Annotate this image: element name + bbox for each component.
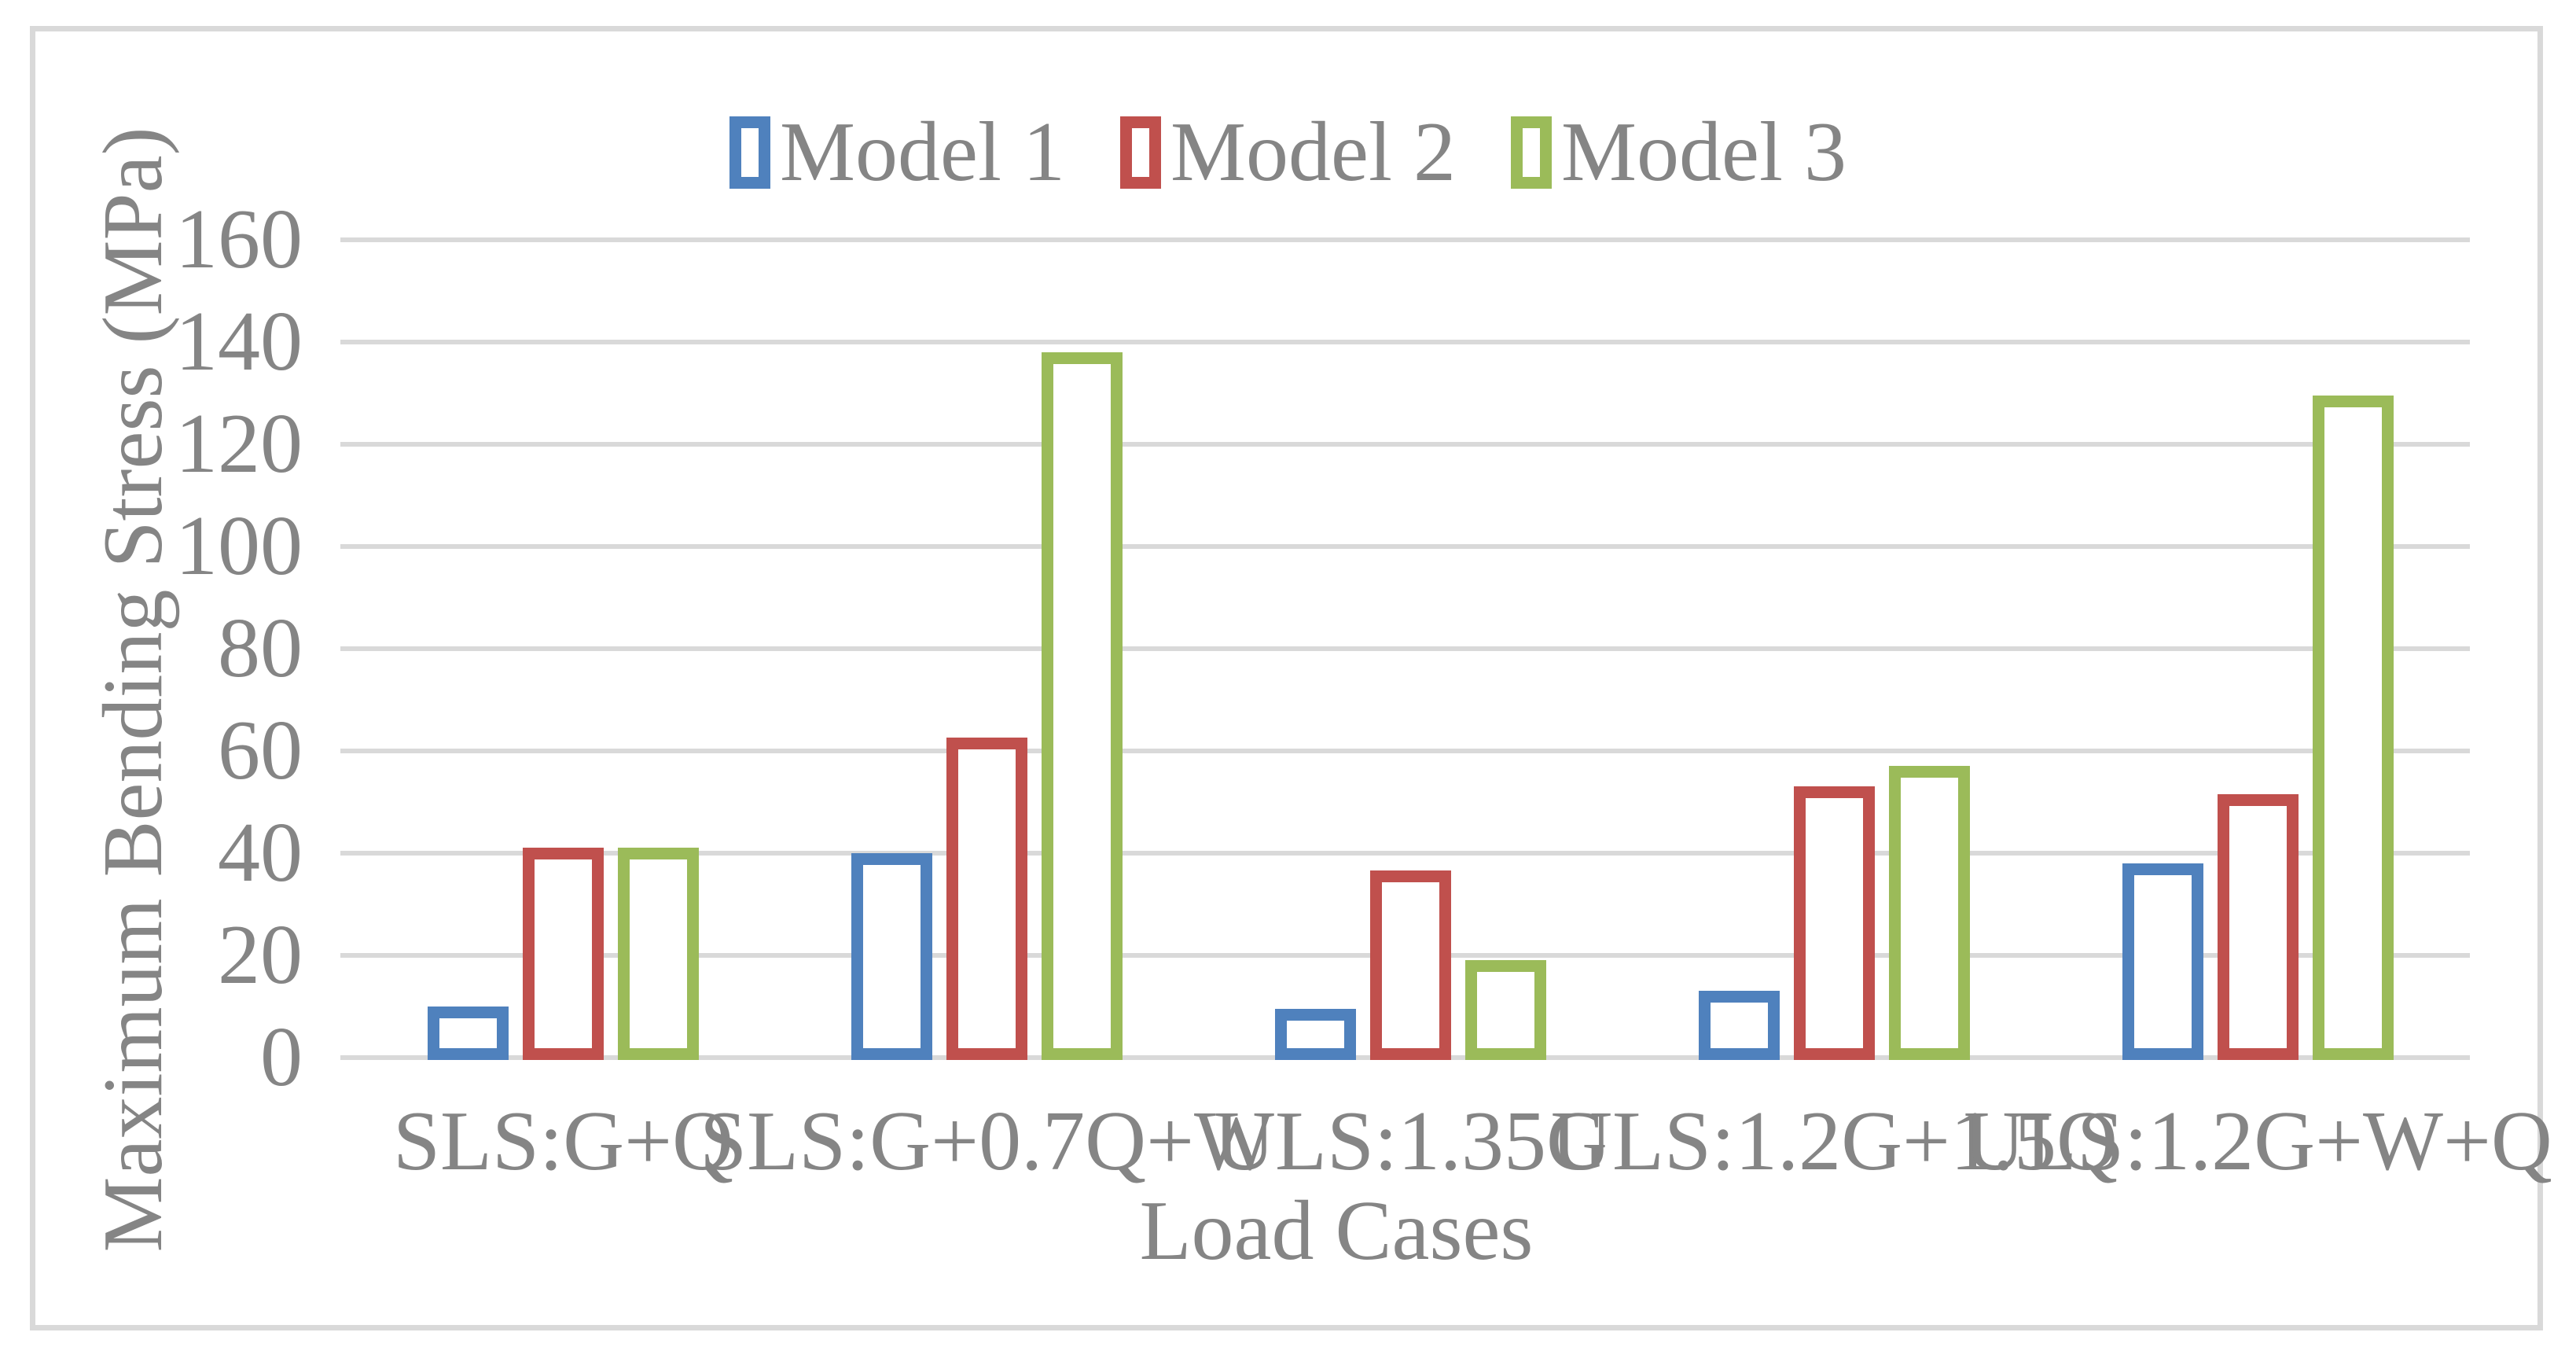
legend-swatch-icon: [729, 116, 771, 189]
bar: [1794, 786, 1875, 1060]
bar: [1465, 960, 1546, 1060]
legend: Model 1 Model 2 Model 3: [0, 110, 2576, 195]
legend-item: Model 3: [1510, 105, 1847, 199]
legend-label: Model 2: [1170, 105, 1456, 199]
category-label: ULS:1.2G+1.5Q: [1551, 1095, 2118, 1188]
bar: [1699, 991, 1780, 1060]
y-tick-label: 0: [260, 1010, 303, 1104]
category-label: SLS:G+0.7Q+W: [700, 1095, 1274, 1188]
y-tick-label: 60: [218, 704, 303, 797]
gridline: [340, 237, 2470, 242]
legend-label: Model 3: [1560, 105, 1847, 199]
x-axis-title: Load Cases: [1139, 1184, 1534, 1278]
gridline: [340, 544, 2470, 549]
bar: [428, 1007, 509, 1060]
category-label: SLS:G+Q: [392, 1095, 734, 1188]
bar: [523, 848, 604, 1060]
category-label: ULS:1.2G+W+Q: [1964, 1095, 2552, 1188]
bar: [851, 853, 932, 1060]
chart-border: [30, 26, 2543, 1330]
bar: [2218, 794, 2299, 1060]
bar: [2122, 863, 2203, 1060]
legend-label: Model 1: [780, 105, 1065, 199]
y-tick-label: 80: [218, 602, 303, 695]
bar: [946, 738, 1027, 1060]
bar: [1275, 1009, 1356, 1060]
y-tick-label: 160: [175, 193, 303, 286]
y-tick-label: 140: [175, 295, 303, 388]
gridline: [340, 646, 2470, 651]
bar: [1889, 766, 1970, 1060]
y-tick-label: 40: [218, 806, 303, 900]
y-tick-label: 120: [175, 397, 303, 491]
y-tick-label: 100: [175, 499, 303, 593]
gridline: [340, 749, 2470, 753]
y-tick-label: 20: [218, 908, 303, 1002]
gridline: [340, 442, 2470, 447]
gridline: [340, 340, 2470, 344]
gridline: [340, 851, 2470, 856]
legend-swatch-icon: [1120, 116, 1161, 189]
legend-swatch-icon: [1510, 116, 1552, 189]
category-label: ULS:1.35G: [1213, 1095, 1608, 1188]
legend-item: Model 2: [1120, 110, 1456, 195]
bar: [1370, 870, 1451, 1060]
legend-item: Model 1: [729, 110, 1065, 195]
bar: [1042, 352, 1123, 1060]
bar: [2313, 396, 2394, 1060]
bar: [618, 848, 699, 1060]
